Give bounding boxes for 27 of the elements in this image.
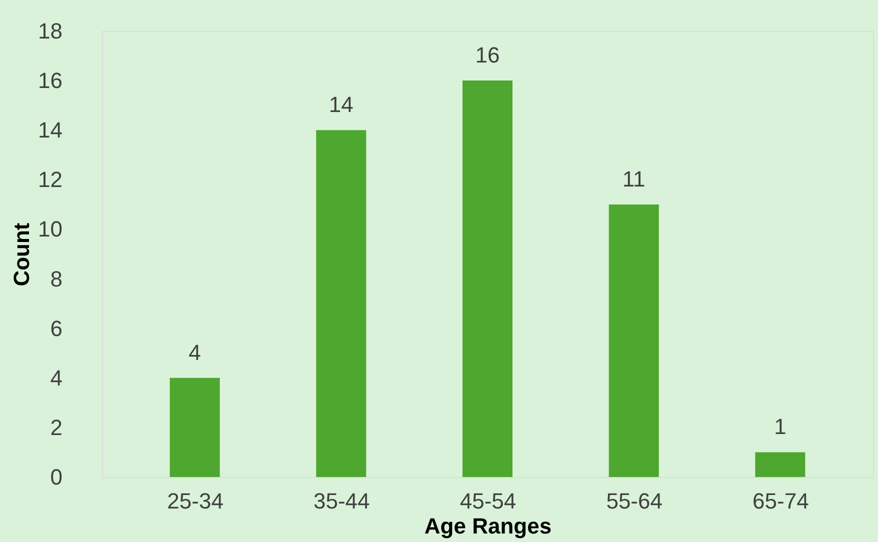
data-label: 16: [475, 42, 500, 68]
bar: [755, 452, 806, 477]
bar: [462, 80, 512, 477]
bar: [608, 204, 659, 477]
data-label: 1: [774, 414, 786, 440]
y-tick-label: 2: [50, 414, 62, 440]
y-tick-label: 4: [50, 365, 62, 390]
x-tick-label: 25-34: [167, 488, 224, 514]
y-tick-label: 14: [38, 118, 62, 143]
y-tick-label: 0: [50, 464, 62, 490]
x-tick-label: 45-54: [460, 488, 516, 514]
x-tick-label: 55-64: [606, 488, 662, 514]
bar: [170, 378, 220, 477]
x-tick-label: 65-74: [752, 488, 809, 514]
y-axis-title: Count: [9, 222, 34, 286]
y-tick-label: 18: [38, 18, 62, 44]
x-axis-title: Age Ranges: [424, 514, 552, 538]
data-label: 4: [188, 340, 201, 365]
x-tick-label: 35-44: [314, 488, 370, 514]
y-tick-label: 10: [38, 216, 62, 242]
y-tick-label: 8: [50, 266, 62, 292]
y-tick-label: 16: [38, 68, 62, 94]
y-tick-label: 12: [38, 167, 62, 192]
bar: [316, 130, 366, 477]
data-label: 14: [328, 92, 354, 118]
y-tick-label: 6: [50, 316, 62, 341]
data-label: 11: [622, 166, 646, 192]
